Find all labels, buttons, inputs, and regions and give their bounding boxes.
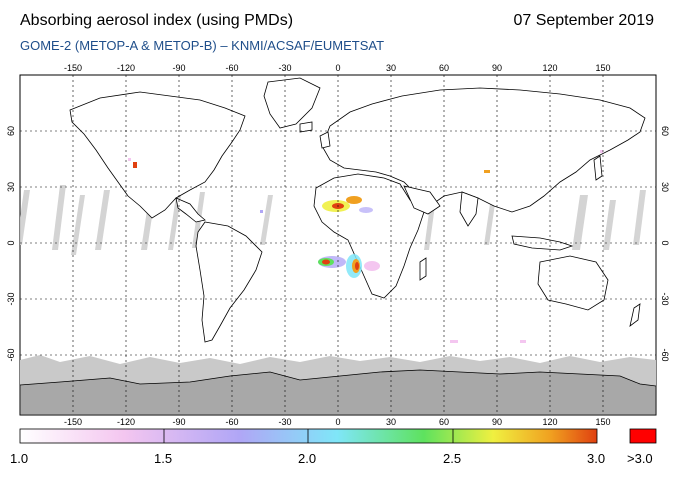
lat-tick: 30 [6,182,16,192]
lon-ticks-top: -150 -120 -90 -60 -30 0 30 60 90 120 150 [64,63,611,73]
colorbar-tick-label: 2.5 [443,451,462,466]
lat-tick: -60 [6,348,16,361]
lon-tick: -30 [278,417,291,427]
lon-tick: 120 [542,63,557,73]
lon-tick: 0 [335,417,340,427]
lon-tick: -150 [64,63,82,73]
colorbar-tick-label: 1.0 [10,451,29,466]
colorbar-tick-label: 1.5 [154,451,173,466]
lon-ticks-bottom: -150 -120 -90 -60 -30 0 30 60 90 120 150 [64,417,611,427]
lat-tick: 60 [660,126,670,136]
colorbar-ticks [163,429,454,443]
map-date: 07 September 2019 [513,12,654,29]
lon-tick: 60 [439,63,449,73]
lon-tick: -120 [117,417,135,427]
aerosol-plumes [128,150,603,343]
lon-tick: 120 [542,417,557,427]
map-subtitle: GOME-2 (METOP-A & METOP-B) – KNMI/ACSAF/… [20,38,385,53]
lon-tick: -30 [278,63,291,73]
lat-tick: -30 [6,292,16,305]
map-title: Absorbing aerosol index (using PMDs) [20,12,294,29]
lon-tick: 150 [595,63,610,73]
lon-tick: -150 [64,417,82,427]
lon-tick: -90 [172,417,185,427]
lat-tick: -30 [660,292,670,305]
lat-ticks-right: 60 30 0 -30 -60 [660,126,670,362]
lon-tick: -120 [117,63,135,73]
continents [69,77,646,343]
lon-tick: 90 [492,63,502,73]
nodata-swaths [20,185,646,255]
lat-tick: 30 [660,182,670,192]
lat-tick: 0 [660,240,670,245]
graticule [20,75,656,415]
colorbar-tick-label: 3.0 [587,451,606,466]
lat-tick: 60 [6,126,16,136]
lat-ticks-left: 60 30 0 -30 -60 [6,126,16,362]
lon-tick: -60 [225,63,238,73]
lon-tick: 30 [386,417,396,427]
lon-tick: 90 [492,417,502,427]
lat-tick: 0 [6,240,16,245]
lat-tick: -60 [660,348,670,361]
colorbar-overflow-swatch [629,428,657,444]
colorbar-tick-label: 2.0 [298,451,317,466]
colorbar-gradient [19,428,598,444]
lon-tick: -60 [225,417,238,427]
lon-tick: 0 [335,63,340,73]
colorbar-overflow-label: >3.0 [627,451,653,466]
lon-tick: 30 [386,63,396,73]
lon-tick: 150 [595,417,610,427]
lon-tick: 60 [439,417,449,427]
lon-tick: -90 [172,63,185,73]
